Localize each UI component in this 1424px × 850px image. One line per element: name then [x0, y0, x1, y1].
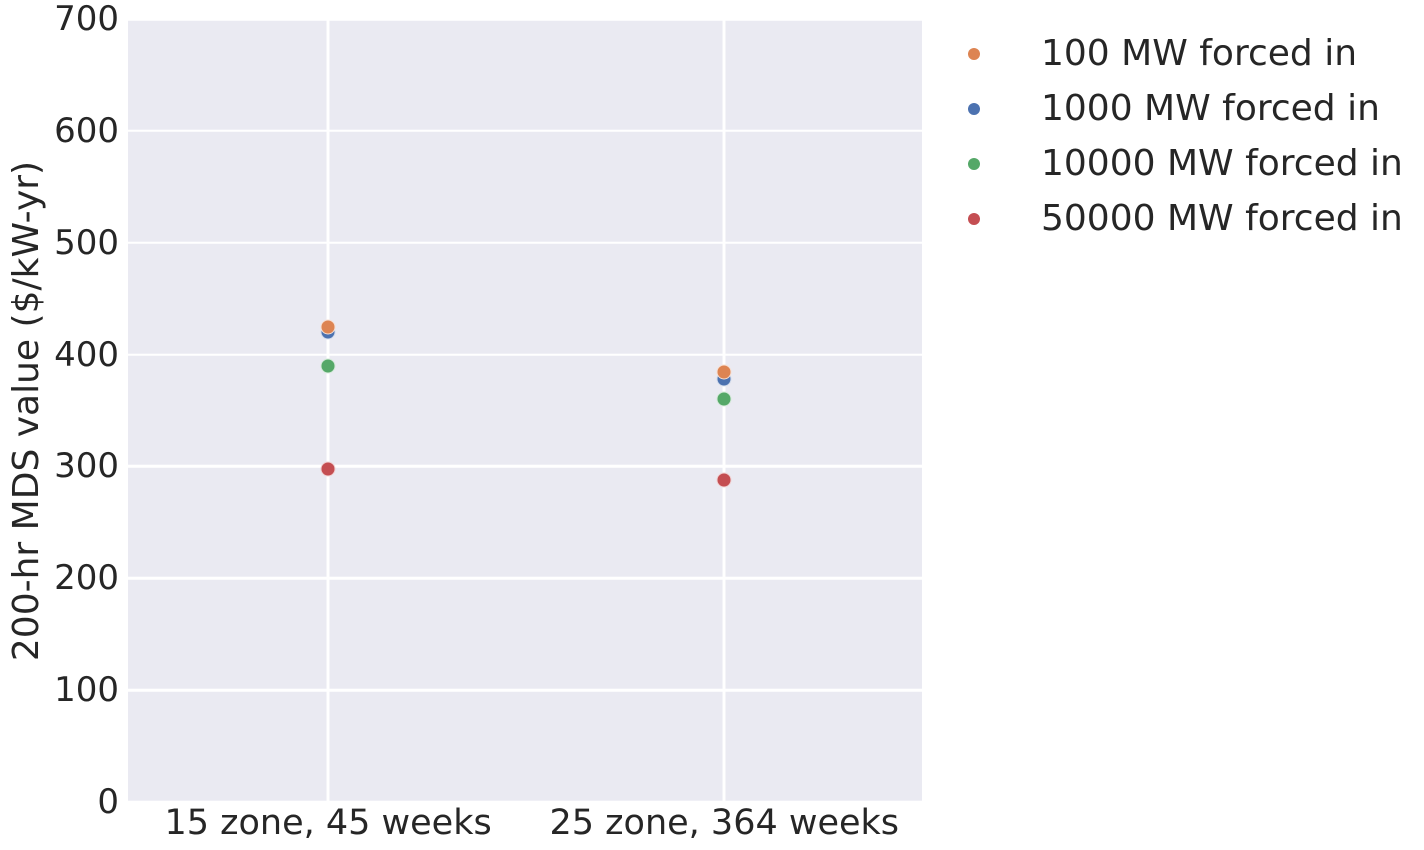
legend-entry-0: 100 MW forced in [962, 26, 1403, 81]
gridline-x-0 [326, 19, 330, 802]
gridline-y-100 [128, 688, 922, 692]
data-point-series2-cat1 [716, 391, 732, 407]
legend-label: 50000 MW forced in [1041, 197, 1403, 239]
y-tick-label-400: 400 [54, 334, 119, 375]
gridline-y-500 [128, 241, 922, 244]
y-tick-label-0: 0 [97, 782, 119, 822]
y-tick-label-200: 200 [54, 558, 119, 599]
data-point-series0-cat1 [716, 364, 732, 380]
gridline-x-1 [722, 19, 726, 802]
legend: 100 MW forced in 1000 MW forced in 10000 M… [962, 26, 1403, 246]
y-tick-label-700: 700 [54, 0, 119, 39]
data-point-series0-cat0 [320, 319, 336, 335]
y-tick-label-600: 600 [54, 110, 119, 151]
gridline-y-200 [128, 577, 922, 580]
legend-label: 1000 MW forced in [1041, 87, 1380, 129]
gridline-y-0 [128, 800, 922, 804]
plot-area [128, 17, 922, 804]
legend-entry-3: 50000 MW forced in [962, 191, 1403, 246]
legend-label: 10000 MW forced in [1041, 142, 1403, 184]
legend-entry-2: 10000 MW forced in [962, 136, 1403, 191]
x-tick-label-1: 25 zone, 364 weeks [549, 803, 900, 843]
data-point-series3-cat0 [320, 461, 336, 477]
legend-marker-icon [968, 212, 980, 225]
data-point-series2-cat0 [320, 358, 336, 374]
legend-marker-icon [968, 157, 980, 170]
legend-entry-1: 1000 MW forced in [962, 81, 1403, 136]
legend-marker-icon [968, 47, 980, 60]
legend-label: 100 MW forced in [1041, 32, 1358, 74]
gridline-y-400 [128, 353, 922, 356]
y-tick-label-100: 100 [54, 670, 119, 711]
gridline-y-600 [128, 129, 922, 133]
gridline-y-700 [128, 17, 922, 21]
legend-marker-icon [968, 102, 980, 115]
x-tick-label-0: 15 zone, 45 weeks [164, 803, 492, 843]
gridline-y-300 [128, 465, 922, 468]
y-tick-label-500: 500 [54, 222, 119, 263]
y-tick-label-300: 300 [54, 446, 119, 487]
data-point-series3-cat1 [716, 472, 732, 488]
